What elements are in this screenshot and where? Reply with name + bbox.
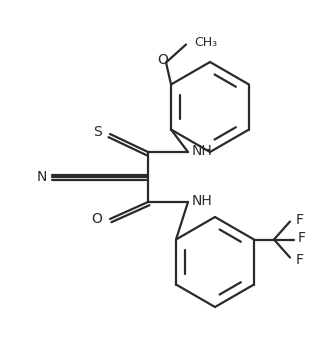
- Text: F: F: [296, 253, 304, 266]
- Text: NH: NH: [192, 144, 213, 158]
- Text: O: O: [158, 54, 169, 67]
- Text: F: F: [296, 212, 304, 227]
- Text: NH: NH: [192, 194, 213, 208]
- Text: CH₃: CH₃: [194, 36, 217, 49]
- Text: O: O: [91, 212, 102, 226]
- Text: N: N: [37, 170, 47, 184]
- Text: S: S: [93, 125, 102, 139]
- Text: F: F: [298, 232, 306, 245]
